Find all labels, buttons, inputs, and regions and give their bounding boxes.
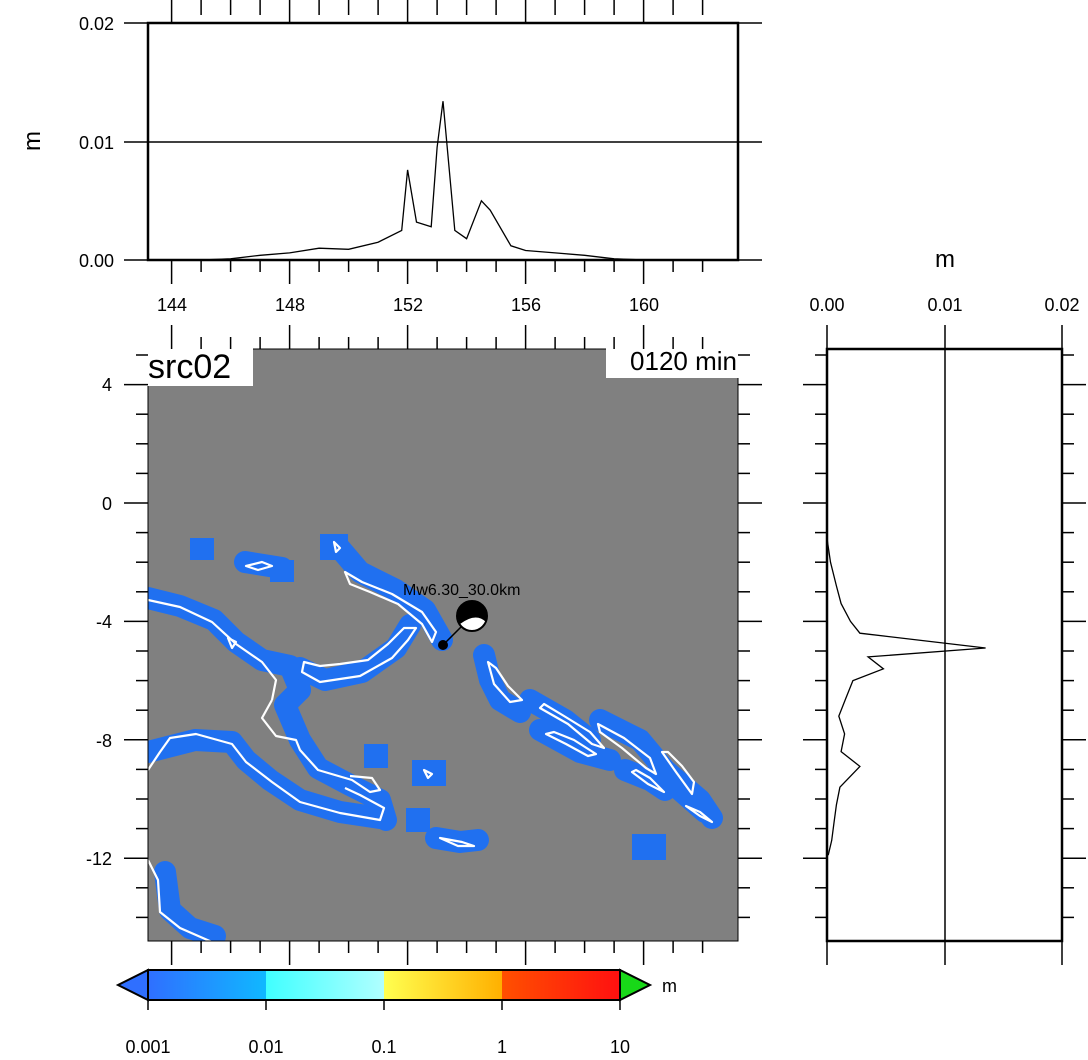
new-ireland-band (326, 534, 453, 651)
small-island-coast (332, 540, 342, 554)
australia-band (154, 861, 226, 941)
top-profile-series-line (201, 101, 644, 261)
colorbar: m 0.001 0.01 0.1 1 10 (115, 968, 677, 1057)
colorbar-segment-3 (384, 970, 502, 1000)
louisiade-coast (438, 836, 476, 848)
solomon-band-5 (649, 759, 716, 823)
bougainville-band (473, 644, 531, 723)
bismarck-coast (244, 560, 274, 572)
solomon-coast-6 (684, 804, 714, 824)
top-xtick-label: 144 (157, 295, 187, 315)
solomon-coast-3 (596, 722, 658, 776)
map-time-label: 0120 min (630, 346, 737, 376)
colorbar-segment-2 (266, 970, 384, 1000)
top-ytick-label: 0.00 (79, 251, 114, 271)
top-xtick-label: 156 (511, 295, 541, 315)
map-title: src02 (148, 348, 231, 386)
map-land-layer (148, 534, 723, 941)
side-xtick-label: 0.01 (927, 295, 962, 315)
top-ytick-label: 0.02 (79, 14, 114, 34)
new-guinea-north-coast (148, 598, 278, 701)
top-xtick-label: 160 (629, 295, 659, 315)
side-xtick-label: 0.00 (809, 295, 844, 315)
solomon-coast-1 (538, 702, 606, 750)
small-island-coast (226, 636, 238, 650)
map-title-box (145, 346, 253, 386)
map-frame (147, 348, 739, 942)
new-guinea-south-coast (148, 732, 386, 822)
colorbar-under-triangle (115, 968, 149, 1002)
colorbar-tick-label: 0.1 (371, 1037, 396, 1057)
map-ytick-label: -8 (96, 731, 112, 751)
event-label: Mw6.30_30.0km (403, 582, 520, 599)
side-profile-xlabel: m (935, 246, 955, 273)
map-panel: src02 0120 min Mw6.30_30.0km 4 0 -4 -8 -… (86, 325, 762, 965)
colorbar-tick-label: 10 (610, 1037, 630, 1057)
colorbar-ticks (147, 1000, 621, 1010)
solomon-coast-4 (660, 750, 696, 796)
colorbar-over-triangle (619, 968, 653, 1002)
map-time-box (606, 346, 740, 378)
bougainville-coast (486, 660, 524, 704)
small-island-coast (422, 768, 434, 780)
focal-mechanism-beachball (456, 600, 488, 632)
colorbar-unit: m (662, 976, 677, 996)
top-xtick-label: 148 (275, 295, 305, 315)
new-britain-band (289, 614, 421, 691)
colorbar-segment-4 (502, 970, 620, 1000)
map-xticks (170, 325, 704, 965)
map-ytick-label: 0 (102, 494, 112, 514)
map-ytick-label: -4 (96, 612, 112, 632)
papua-peninsula-coast (260, 699, 382, 794)
top-ytick-label: 0.01 (79, 133, 114, 153)
map-yticks (124, 354, 762, 919)
map-ytick-label: 4 (102, 375, 112, 395)
colorbar-tick-label: 0.001 (125, 1037, 170, 1057)
solomon-coast-5 (630, 768, 666, 794)
top-profile-ylabel: m (19, 131, 46, 151)
coastlines (148, 540, 714, 941)
new-britain-coast (300, 626, 418, 684)
new-ireland-coast (343, 570, 438, 644)
side-profile-panel: m 0.00 0.01 0.02 (803, 246, 1086, 965)
top-xtick-label: 152 (393, 295, 423, 315)
top-profile-xticks (170, 0, 704, 284)
colorbar-tick-label: 0.01 (248, 1037, 283, 1057)
side-xtick-label: 0.02 (1044, 295, 1079, 315)
top-profile-panel: 0.02 0.01 0.00 m 144 148 152 156 160 (19, 0, 762, 315)
australia-coast (148, 859, 213, 941)
papua-peninsula-band (274, 679, 397, 831)
colorbar-segment-1 (148, 970, 266, 1000)
map-ytick-label: -12 (86, 849, 112, 869)
side-profile-series-line (826, 538, 986, 856)
epicenter-dot (438, 640, 448, 650)
colorbar-tick-label: 1 (497, 1037, 507, 1057)
solomon-coast-2 (544, 730, 598, 758)
side-profile-yticks (803, 354, 1086, 919)
